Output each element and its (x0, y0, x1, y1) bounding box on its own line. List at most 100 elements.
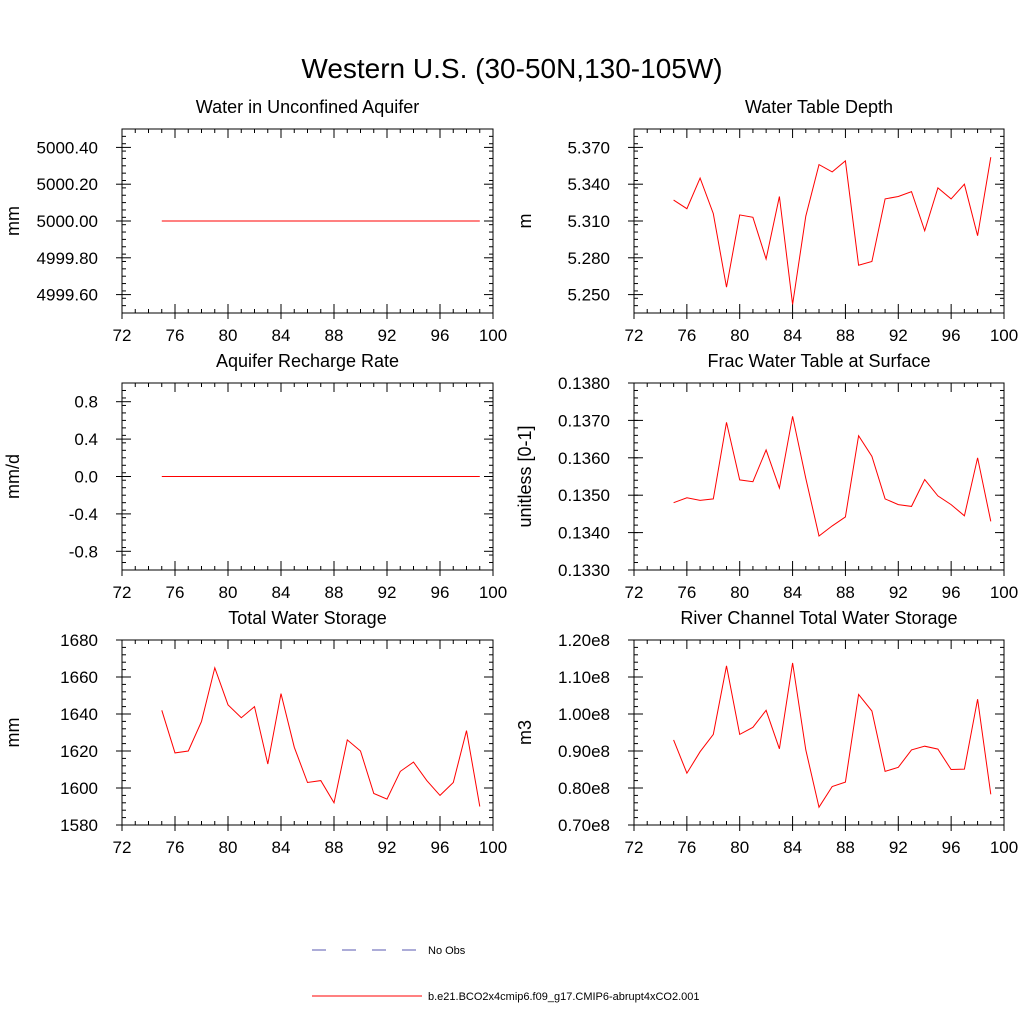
x-tick-label: 80 (730, 838, 749, 857)
x-tick-label: 88 (836, 583, 855, 602)
x-tick-label: 76 (166, 326, 185, 345)
panel-river: River Channel Total Water Storage m3 72 76 8… (515, 608, 1018, 857)
series-line (673, 157, 992, 305)
panel-title: Water in Unconfined Aquifer (196, 97, 419, 117)
x-tick-label: 72 (113, 326, 132, 345)
x-tick-label: 72 (625, 838, 644, 857)
plot-frame (633, 639, 1005, 826)
x-tick-label: 92 (889, 583, 908, 602)
y-tick-label: 1600 (60, 779, 98, 798)
x-tick-label: 72 (625, 326, 644, 345)
x-tick-label: 88 (836, 838, 855, 857)
y-tick-label: 5.280 (567, 249, 610, 268)
x-tick-label: 88 (325, 838, 344, 857)
y-tick-label: 5000.40 (37, 138, 98, 157)
x-tick-label: 72 (113, 583, 132, 602)
y-tick-label: 1680 (60, 631, 98, 650)
x-tick-label: 80 (219, 326, 238, 345)
y-tick-label: 1.20e8 (558, 631, 610, 650)
y-tick-label: 4999.80 (37, 249, 98, 268)
legend: No Obs b.e21.BCO2x4cmip6.f09_g17.CMIP6-a… (312, 945, 700, 1003)
x-tick-label: 96 (431, 583, 450, 602)
y-tick-label: 0.1340 (558, 524, 610, 543)
plot-frame (633, 128, 1005, 314)
x-tick-label: 88 (325, 326, 344, 345)
x-tick-label: 92 (889, 326, 908, 345)
y-tick-label: 0.80e8 (558, 779, 610, 798)
panel-recharge: Aquifer Recharge Rate mm/d 72 76 80 84 88 92 96 1… (3, 351, 507, 602)
x-tick-label: 76 (677, 583, 696, 602)
x-tick-label: 96 (942, 838, 961, 857)
x-tick-label: 80 (219, 583, 238, 602)
x-tick-label: 80 (219, 838, 238, 857)
x-tick-label: 84 (783, 583, 802, 602)
x-tick-label: 84 (783, 326, 802, 345)
x-tick-label: 76 (677, 838, 696, 857)
x-tick-label: 92 (889, 838, 908, 857)
y-tick-label: -0.8 (69, 542, 98, 561)
x-tick-label: 92 (378, 583, 397, 602)
y-tick-label: 0.1330 (558, 561, 610, 580)
x-tick-label: 72 (625, 583, 644, 602)
x-tick-label: 84 (272, 838, 291, 857)
x-tick-label: 100 (990, 583, 1018, 602)
panel-wtd: Water Table Depth m 72 76 80 84 88 92 96 100 5.250… (515, 97, 1018, 345)
y-tick-label: 5.340 (567, 175, 610, 194)
y-tick-label: 4999.60 (37, 286, 98, 305)
x-tick-label: 88 (836, 326, 855, 345)
x-tick-label: 76 (677, 326, 696, 345)
series-line (673, 416, 992, 537)
y-tick-label: 1580 (60, 816, 98, 835)
y-tick-label: -0.4 (69, 505, 98, 524)
y-tick-label: 5000.00 (37, 212, 98, 231)
panel-aquifer: Water in Unconfined Aquifer mm 72 76 80 84 88 9… (3, 97, 507, 345)
y-tick-label: 0.1370 (558, 411, 610, 430)
legend-obs-label: No Obs (428, 945, 466, 957)
y-tick-label: 0.0 (74, 468, 98, 487)
x-tick-label: 100 (990, 326, 1018, 345)
y-tick-label: 5.250 (567, 286, 610, 305)
panel-title: Total Water Storage (228, 608, 386, 628)
panel-fracwt: Frac Water Table at Surface unitless [0-1… (515, 351, 1018, 602)
y-tick-label: 0.90e8 (558, 742, 610, 761)
x-tick-label: 76 (166, 583, 185, 602)
x-tick-label: 84 (783, 838, 802, 857)
legend-model-label: b.e21.BCO2x4cmip6.f09_g17.CMIP6-abrupt4x… (428, 991, 700, 1003)
x-tick-label: 96 (942, 583, 961, 602)
x-tick-label: 100 (479, 838, 507, 857)
y-tick-label: 0.4 (74, 430, 98, 449)
figure-title: Western U.S. (30-50N,130-105W) (301, 53, 722, 84)
panel-title: Frac Water Table at Surface (707, 351, 930, 371)
x-tick-label: 84 (272, 583, 291, 602)
plot-frame (121, 639, 494, 826)
y-tick-label: 0.70e8 (558, 816, 610, 835)
y-tick-label: 1620 (60, 742, 98, 761)
y-tick-label: 1.10e8 (558, 668, 610, 687)
y-tick-label: 0.8 (74, 393, 98, 412)
x-tick-label: 96 (942, 326, 961, 345)
y-tick-label: 5000.20 (37, 175, 98, 194)
y-tick-label: 1660 (60, 668, 98, 687)
plot-frame (633, 382, 1005, 571)
y-axis-label: mm/d (3, 454, 23, 499)
y-axis-label: unitless [0-1] (515, 425, 535, 527)
series-line (161, 666, 481, 807)
x-tick-label: 100 (479, 326, 507, 345)
y-tick-label: 1.00e8 (558, 705, 610, 724)
x-tick-label: 92 (378, 838, 397, 857)
panel-title: River Channel Total Water Storage (680, 608, 957, 628)
x-tick-label: 76 (166, 838, 185, 857)
x-tick-label: 80 (730, 583, 749, 602)
panels: Water in Unconfined Aquifer mm 72 76 80 84 88 9… (3, 97, 1018, 857)
x-tick-label: 80 (730, 326, 749, 345)
panel-title: Water Table Depth (745, 97, 893, 117)
y-axis-label: mm (3, 718, 23, 748)
y-tick-label: 5.370 (567, 138, 610, 157)
y-axis-label: mm (3, 206, 23, 236)
x-tick-label: 88 (325, 583, 344, 602)
y-tick-label: 0.1350 (558, 486, 610, 505)
x-tick-label: 72 (113, 838, 132, 857)
y-tick-label: 0.1360 (558, 449, 610, 468)
series-line (673, 662, 992, 809)
